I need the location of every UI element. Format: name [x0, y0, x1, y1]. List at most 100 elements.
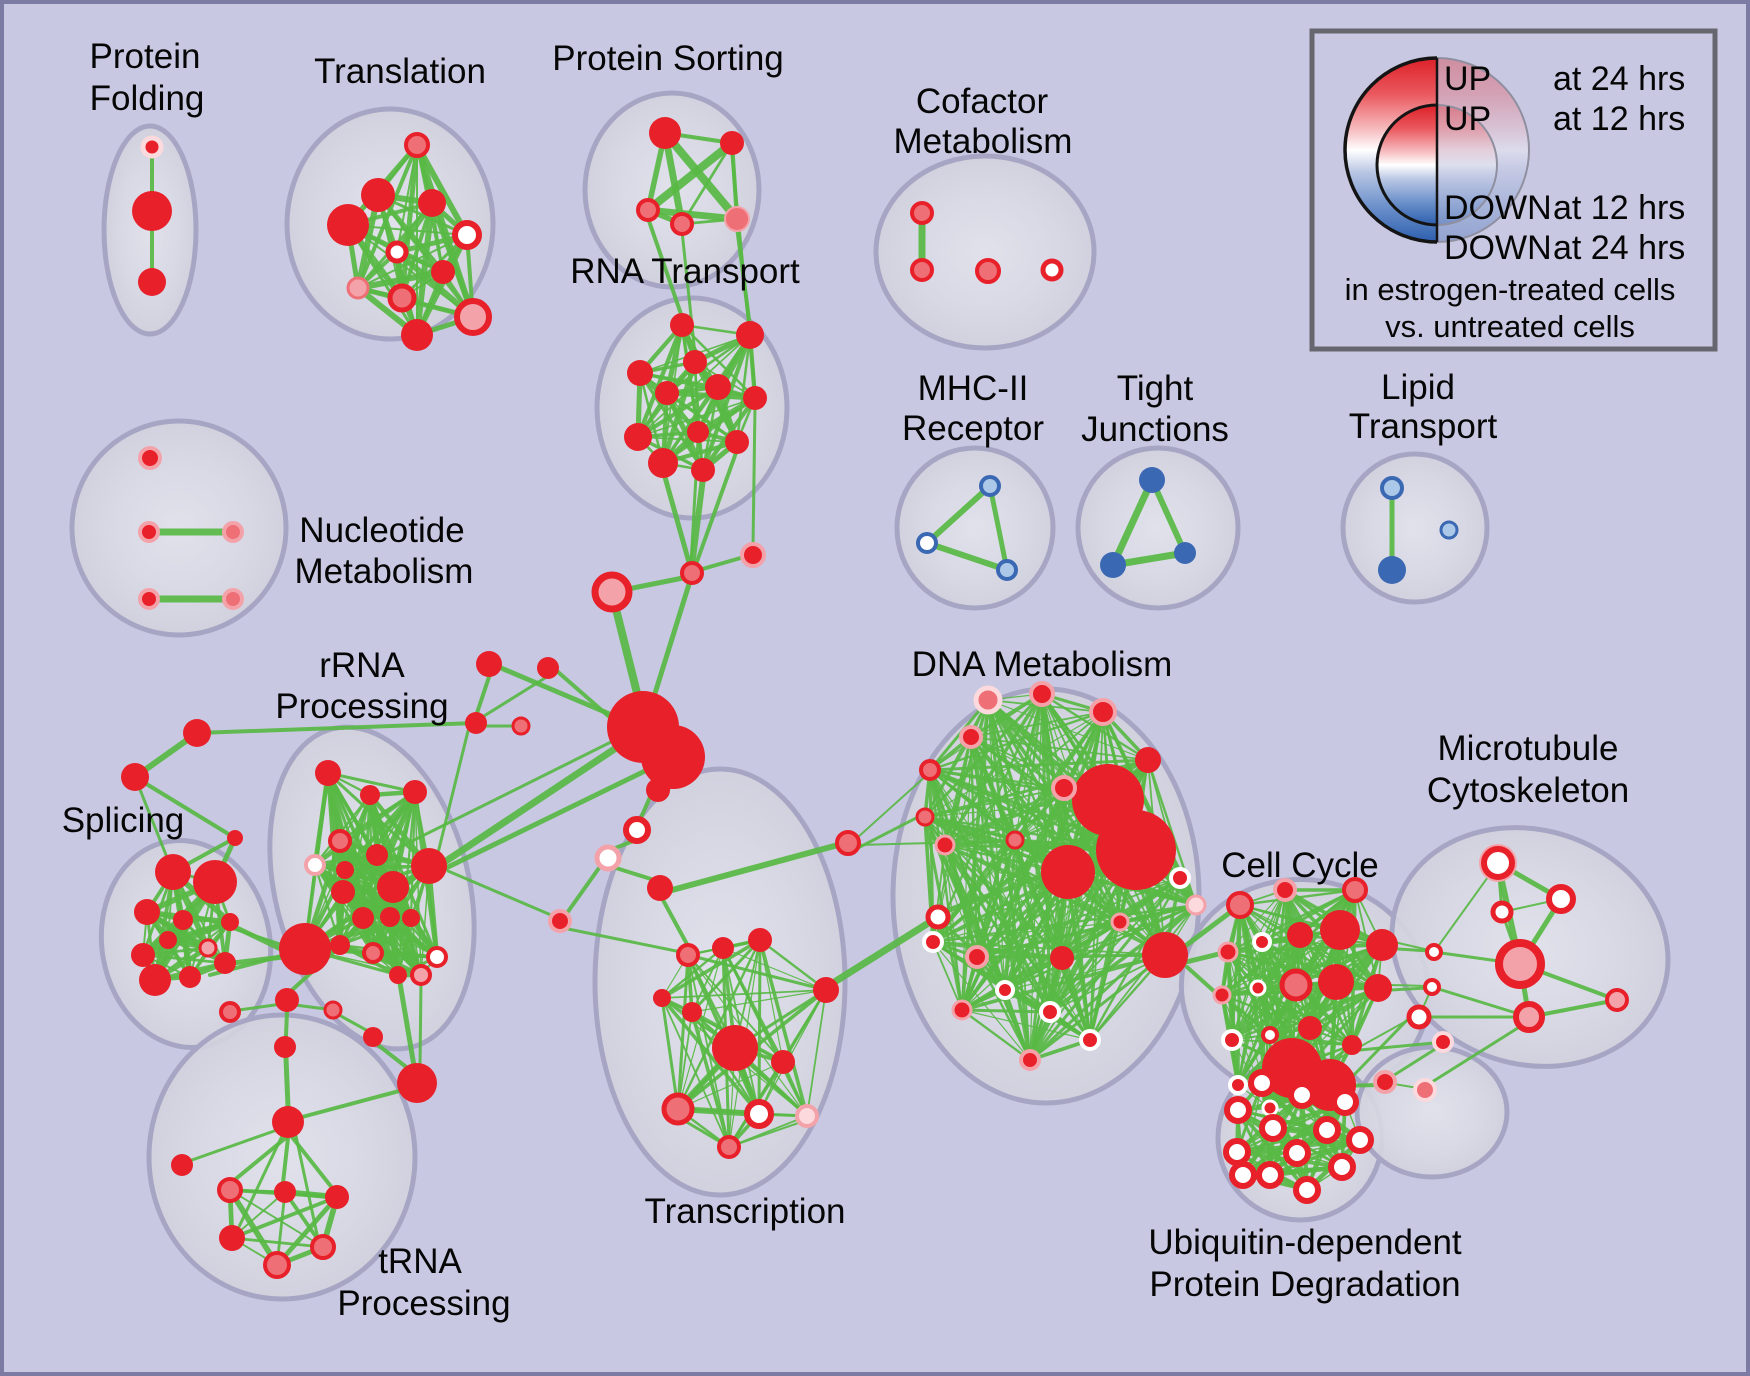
mesh-edge — [1003, 838, 1017, 992]
edge — [475, 675, 491, 715]
node — [1223, 1138, 1251, 1166]
mesh-edge — [635, 384, 721, 440]
node — [1096, 810, 1176, 890]
node — [411, 848, 447, 884]
edge — [195, 721, 478, 735]
mesh-edge — [313, 790, 417, 867]
node — [263, 1251, 291, 1279]
node — [712, 937, 734, 959]
legend-direction-label: UP — [1444, 100, 1491, 138]
cluster-ellipse-trna-processing — [146, 1012, 418, 1302]
node — [1229, 1161, 1257, 1189]
mesh-edge — [414, 200, 435, 338]
cluster-label-dna-metabolism: DNA Metabolism — [912, 645, 1173, 684]
edge — [1389, 1046, 1439, 1079]
node — [465, 712, 487, 734]
mesh-edge — [758, 938, 828, 992]
edge — [613, 609, 643, 705]
cluster-label-rrna-processing: rRNA — [319, 646, 405, 685]
edge — [565, 866, 601, 915]
edge — [390, 739, 615, 853]
node — [1279, 968, 1313, 1002]
node — [1432, 1031, 1454, 1053]
edge — [924, 483, 993, 546]
edge — [649, 578, 693, 706]
cluster-label-protein-folding: Folding — [90, 79, 205, 118]
node — [1313, 1116, 1341, 1144]
mesh-edge — [637, 397, 756, 438]
node — [1224, 1096, 1252, 1124]
node — [1423, 978, 1441, 996]
edge — [730, 153, 757, 392]
mesh-edge — [230, 1195, 339, 1240]
node — [934, 834, 956, 856]
edge — [689, 475, 706, 569]
node — [274, 1181, 296, 1203]
node — [511, 716, 531, 736]
cluster-label-ubiquitin-degradation: Protein Degradation — [1149, 1265, 1460, 1304]
mesh-edge — [141, 953, 227, 965]
edge — [236, 1134, 284, 1231]
node — [951, 999, 973, 1021]
cluster-label-mhc-ii-receptor: MHC-II — [918, 369, 1029, 408]
mesh-edge — [1040, 692, 1064, 960]
edge — [857, 840, 1011, 846]
mesh-edge — [1231, 981, 1337, 1041]
node — [1373, 1070, 1397, 1094]
mesh-edge — [1221, 941, 1263, 996]
mesh-edge — [1237, 987, 1259, 1086]
edge — [284, 1009, 289, 1038]
edge — [751, 404, 757, 549]
node — [653, 989, 671, 1007]
mesh-edge — [414, 142, 470, 238]
node — [795, 1104, 819, 1128]
node — [1513, 1001, 1545, 1033]
node — [385, 240, 409, 264]
edge — [418, 980, 423, 1069]
node — [548, 909, 572, 933]
node — [1490, 900, 1514, 924]
cluster-label-microtubule-cytoskeleton: Cytoskeleton — [1427, 771, 1629, 810]
cluster-label-cofactor-metabolism: Metabolism — [894, 122, 1073, 161]
mesh-edge — [1089, 904, 1197, 1041]
edge — [237, 1002, 284, 1012]
edge — [1430, 985, 1531, 1019]
edge — [1358, 1041, 1436, 1052]
edge — [435, 729, 470, 859]
mesh-edge — [342, 891, 412, 919]
node — [724, 206, 750, 232]
mesh-edge — [960, 1008, 1052, 1014]
mesh-edge — [758, 989, 827, 1115]
mesh-edge — [932, 941, 963, 1011]
node — [1342, 1035, 1362, 1055]
node — [139, 964, 171, 996]
mesh-edge — [960, 920, 1122, 1012]
edge — [942, 922, 974, 951]
mesh-edge — [943, 843, 1092, 1042]
node — [649, 117, 681, 149]
node — [179, 966, 201, 988]
node — [431, 260, 455, 284]
node — [377, 871, 409, 903]
node — [591, 571, 633, 613]
mesh-edge — [1088, 876, 1182, 1042]
node — [1318, 964, 1354, 1000]
node — [1481, 846, 1515, 880]
mesh-edge — [637, 436, 738, 443]
node — [1406, 1004, 1432, 1030]
node — [1298, 1016, 1322, 1040]
node — [996, 559, 1018, 581]
cluster-ellipse-cofactor-metabolism — [873, 153, 1097, 351]
node — [641, 725, 705, 789]
node — [1228, 1075, 1248, 1095]
mesh-edge — [929, 693, 1043, 771]
mesh-edge — [924, 816, 978, 958]
cluster-label-protein-folding: Protein — [90, 37, 201, 76]
node — [1287, 922, 1313, 948]
cluster-label-trna-processing: tRNA — [378, 1242, 462, 1281]
node — [744, 1099, 774, 1129]
mesh-edge — [1226, 943, 1384, 954]
mesh-edge — [1230, 986, 1380, 1042]
node — [360, 785, 380, 805]
